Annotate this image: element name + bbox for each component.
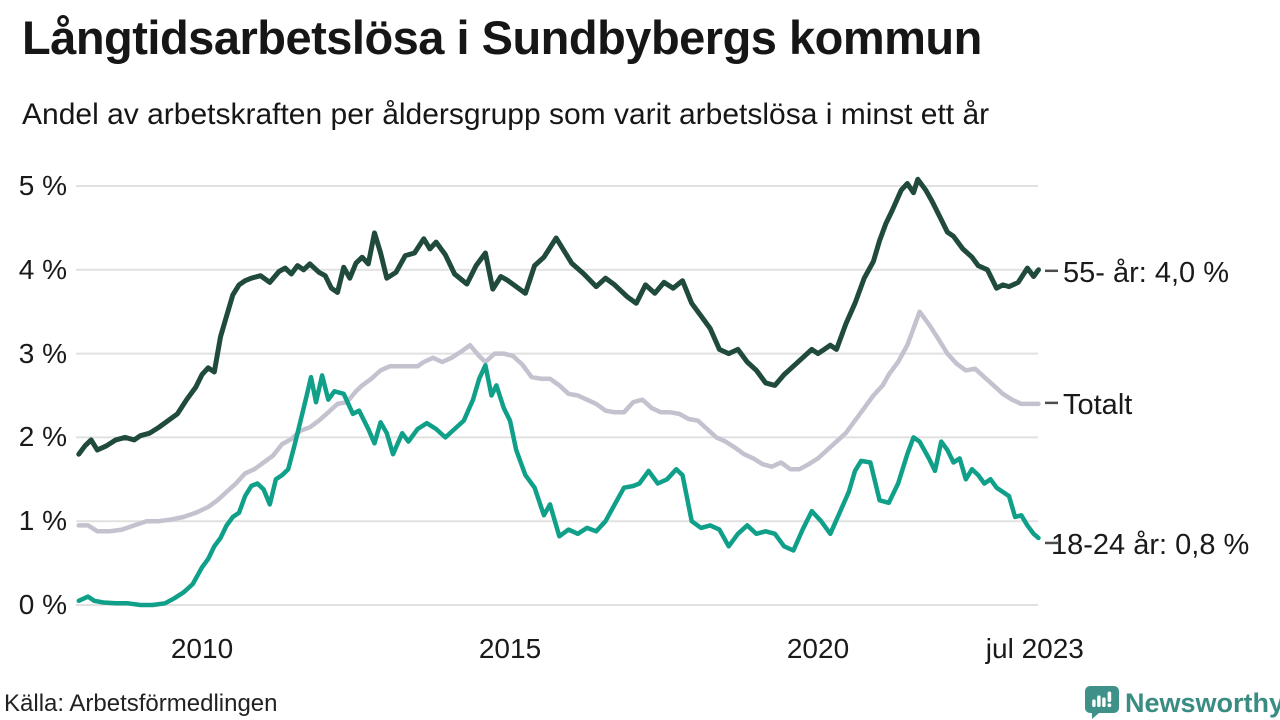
x-tick-label: 2015 [478,633,542,664]
y-tick-label: 5 % [18,170,67,201]
series-end-label: 18-24 år: 0,8 % [1051,528,1250,561]
x-tick-label: 2010 [170,633,234,664]
brand-name: Newsworthy [1125,687,1280,718]
page-title: Långtidsarbetslösa i Sundbybergs kommun [22,11,982,64]
y-tick-label: 0 % [18,589,67,620]
y-tick-label: 2 % [18,421,67,453]
series-line-totalt [76,309,1041,534]
x-tick-label: 2020 [786,633,850,664]
y-tick-label: 1 % [18,505,67,537]
brand-logo: Newsworthy [1085,686,1280,719]
series-line-18-24-r [76,363,1041,608]
newsworthy-logo-icon [1085,686,1119,719]
series-end-label: Totalt [1063,388,1133,421]
y-tick-label: 3 % [18,337,67,369]
x-tick-label: jul 2023 [985,633,1084,664]
chart-subtitle: Andel av arbetskraften per åldersgrupp s… [22,98,990,131]
series-end-label: 55- år: 4,0 % [1063,256,1230,289]
series-line-55-r [76,176,1041,457]
source-note: Källa: Arbetsförmedlingen [4,690,278,717]
y-tick-label: 4 % [18,253,67,285]
